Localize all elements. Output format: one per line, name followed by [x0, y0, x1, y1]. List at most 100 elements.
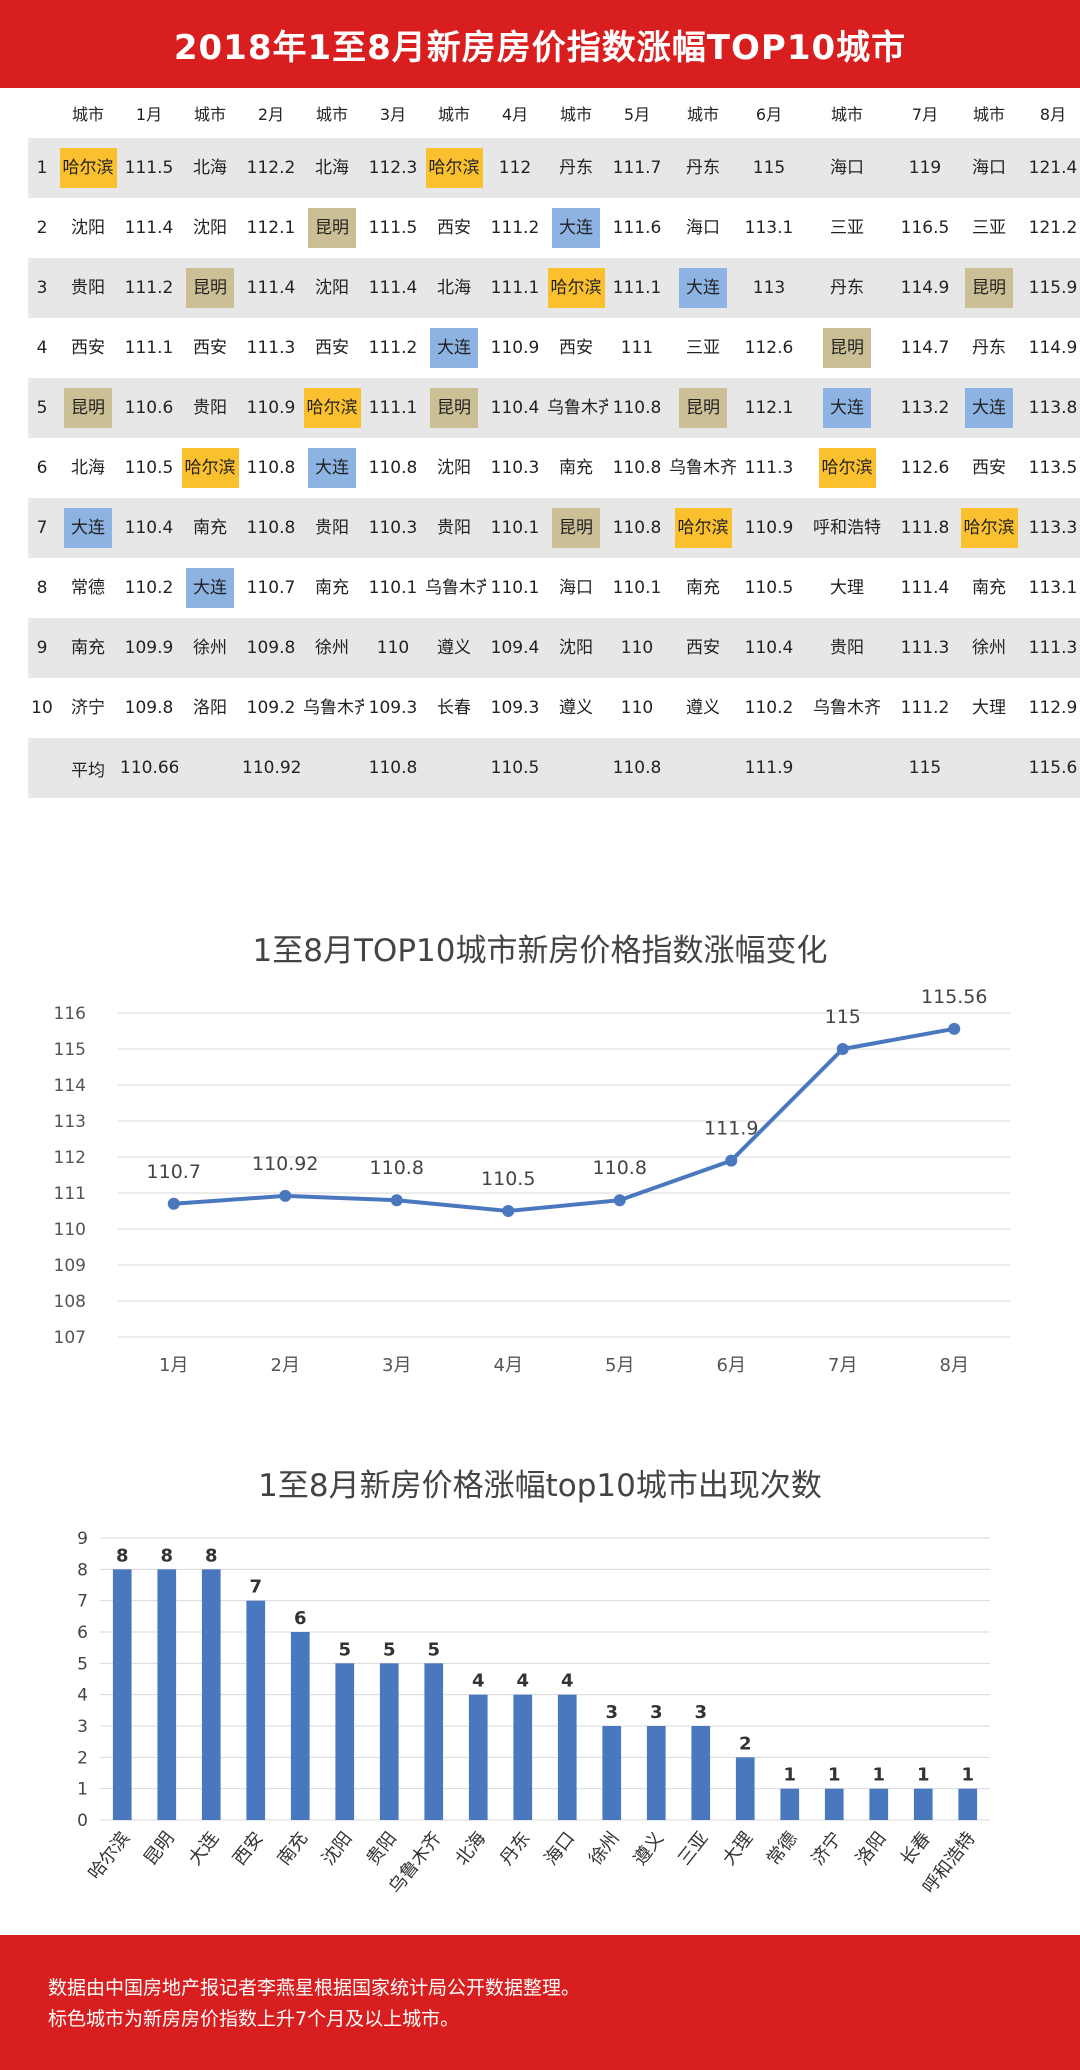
index-value: 110.8 [246, 518, 296, 538]
city-cell: 大连 [666, 258, 740, 318]
x-tick-label: 遵义 [629, 1828, 668, 1869]
index-value: 110.1 [490, 578, 540, 598]
rank-cell: 4 [36, 338, 48, 358]
index-value: 111.1 [490, 278, 540, 298]
city-name: 南充 [559, 458, 593, 478]
data-point [390, 1194, 403, 1207]
city-cell: 贵阳 [56, 258, 120, 318]
x-tick-label: 1月 [159, 1355, 188, 1376]
footer: 数据由中国房地产报记者李燕星根据国家统计局公开数据整理。 标色城市为新房房价指数… [0, 1935, 1080, 2070]
city-name: 大连 [552, 208, 600, 248]
index-value: 113.2 [900, 398, 950, 418]
data-label: 5 [427, 1639, 440, 1660]
index-value: 113.8 [1028, 398, 1078, 418]
table-row: 7 大连 110.4 南充 110.8 贵阳 110.3 贵阳 110.1 昆明 110.8 哈尔滨 1… [28, 498, 1080, 558]
data-point [279, 1189, 292, 1202]
city-cell: 沈阳 [178, 198, 242, 258]
city-name: 呼和浩特 [813, 518, 881, 538]
city-name: 西安 [315, 338, 349, 358]
city-name: 大连 [308, 448, 356, 488]
y-tick-label: 1 [77, 1780, 88, 1800]
data-label: 1 [917, 1765, 930, 1786]
city-cell: 遵义 [422, 618, 486, 678]
month-header: 8月 [1039, 105, 1067, 124]
bar [157, 1569, 177, 1820]
y-tick-label: 114 [54, 1076, 86, 1096]
line-chart: 107 108 109 110 111 112 113 114 115 116 110.7 1月 110… [54, 986, 1010, 1376]
city-name: 沈阳 [193, 218, 227, 238]
index-value: 110.8 [612, 458, 662, 478]
x-tick-label: 4月 [494, 1355, 523, 1376]
rank-cell: 5 [36, 398, 48, 418]
y-tick-label: 107 [54, 1328, 86, 1348]
average-value: 110.8 [368, 758, 418, 778]
data-label: 3 [694, 1702, 707, 1723]
index-value: 111.1 [124, 338, 174, 358]
city-name: 西安 [972, 458, 1006, 478]
y-tick-label: 2 [77, 1748, 88, 1768]
rank-cell: 2 [36, 218, 48, 238]
city-name: 大连 [186, 568, 234, 608]
city-name: 沈阳 [559, 638, 593, 658]
y-tick-label: 6 [77, 1623, 88, 1643]
empty-cell [178, 738, 242, 798]
index-value: 109.9 [124, 638, 174, 658]
data-label: 110.8 [370, 1157, 424, 1179]
index-value: 111.6 [612, 218, 662, 238]
city-cell: 海口 [544, 558, 608, 618]
city-name: 遵义 [686, 698, 720, 718]
city-name: 哈尔滨 [960, 508, 1018, 548]
index-value: 111.2 [368, 338, 418, 358]
city-cell: 哈尔滨 [300, 378, 364, 438]
city-cell: 海口 [954, 138, 1024, 198]
city-name: 西安 [559, 338, 593, 358]
rank-cell: 7 [36, 518, 48, 538]
city-name: 北海 [193, 158, 227, 178]
month-header: 1月 [135, 105, 163, 124]
city-name: 昆明 [64, 388, 112, 428]
bar [646, 1726, 666, 1820]
data-label: 1 [783, 1765, 796, 1786]
bar [602, 1726, 622, 1820]
city-name: 大连 [64, 508, 112, 548]
empty-cell [422, 738, 486, 798]
index-value: 115.9 [1028, 278, 1078, 298]
empty-cell [544, 738, 608, 798]
index-value: 112.1 [744, 398, 794, 418]
index-value: 112.1 [246, 218, 296, 238]
index-value: 110.2 [124, 578, 174, 598]
city-name: 贵阳 [830, 638, 864, 658]
city-cell: 昆明 [954, 258, 1024, 318]
table-row: 2 沈阳 111.4 沈阳 112.1 昆明 111.5 西安 111.2 大连 111.6 海口 11… [28, 198, 1080, 258]
city-cell: 哈尔滨 [544, 258, 608, 318]
x-tick-label: 昆明 [140, 1828, 179, 1869]
index-value: 110.4 [744, 638, 794, 658]
x-tick-label: 南充 [273, 1828, 312, 1869]
index-value: 110.9 [490, 338, 540, 358]
city-name: 西安 [193, 338, 227, 358]
city-name: 西安 [71, 338, 105, 358]
empty-cell [666, 738, 740, 798]
city-cell: 大连 [56, 498, 120, 558]
city-cell: 乌鲁木齐 [544, 378, 608, 438]
city-cell: 三亚 [954, 198, 1024, 258]
table-row: 5 昆明 110.6 贵阳 110.9 哈尔滨 111.1 昆明 110.4 乌鲁木齐 110.8 昆… [28, 378, 1080, 438]
city-cell: 哈尔滨 [422, 138, 486, 198]
data-label: 115.56 [921, 986, 987, 1008]
city-cell: 大连 [178, 558, 242, 618]
average-row: 平均 110.66 110.92 110.8 110.5 110.8 111.9 115 115… [28, 738, 1080, 798]
table-row: 10 济宁 109.8 洛阳 109.2 乌鲁木齐 109.3 长春 109.3 遵义 110 遵义 1… [28, 678, 1080, 738]
city-header: 城市 [315, 105, 348, 124]
y-tick-label: 116 [54, 1004, 86, 1024]
y-tick-label: 115 [54, 1040, 86, 1060]
x-tick-label: 大连 [184, 1828, 223, 1869]
city-name: 大连 [679, 268, 727, 308]
index-value: 112.3 [368, 158, 418, 178]
bar [246, 1600, 266, 1820]
data-label: 8 [205, 1545, 218, 1566]
city-cell: 洛阳 [178, 678, 242, 738]
city-name: 乌鲁木齐 [303, 698, 364, 718]
index-value: 109.4 [490, 638, 540, 658]
index-value: 111.8 [900, 518, 950, 538]
city-name: 哈尔滨 [181, 448, 239, 488]
